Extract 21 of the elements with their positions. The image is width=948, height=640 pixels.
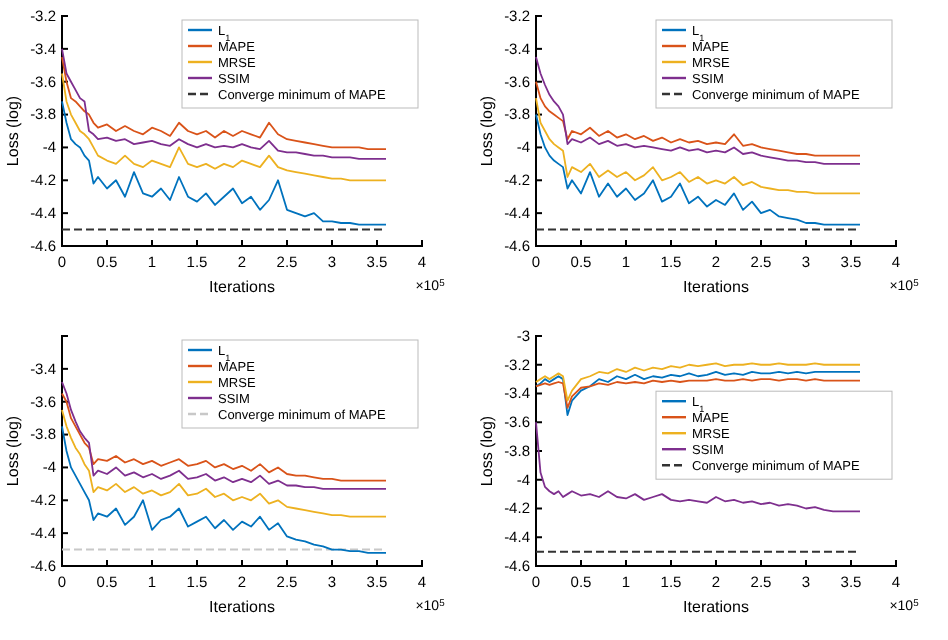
line-series — [61, 409, 387, 518]
line-series — [535, 80, 861, 157]
line-series — [61, 425, 387, 554]
line-series — [61, 100, 387, 226]
y-axis-title: Loss (log) — [4, 415, 22, 487]
x-axis-title: Iterations — [683, 598, 749, 616]
line-series — [535, 362, 861, 402]
y-axis-title: Loss (log) — [4, 95, 22, 167]
line-series — [61, 392, 387, 482]
line-series — [535, 56, 861, 165]
line-series — [535, 371, 861, 416]
x-axis-title: Iterations — [209, 278, 275, 296]
line-series — [535, 421, 861, 513]
x-axis-title: Iterations — [683, 278, 749, 296]
line-series — [535, 113, 861, 226]
x-axis-title: Iterations — [209, 598, 275, 616]
y-axis-title: Loss (log) — [478, 95, 496, 167]
line-series — [61, 72, 387, 182]
line-series — [61, 381, 387, 490]
y-axis-title: Loss (log) — [478, 415, 496, 487]
line-series — [535, 378, 861, 409]
